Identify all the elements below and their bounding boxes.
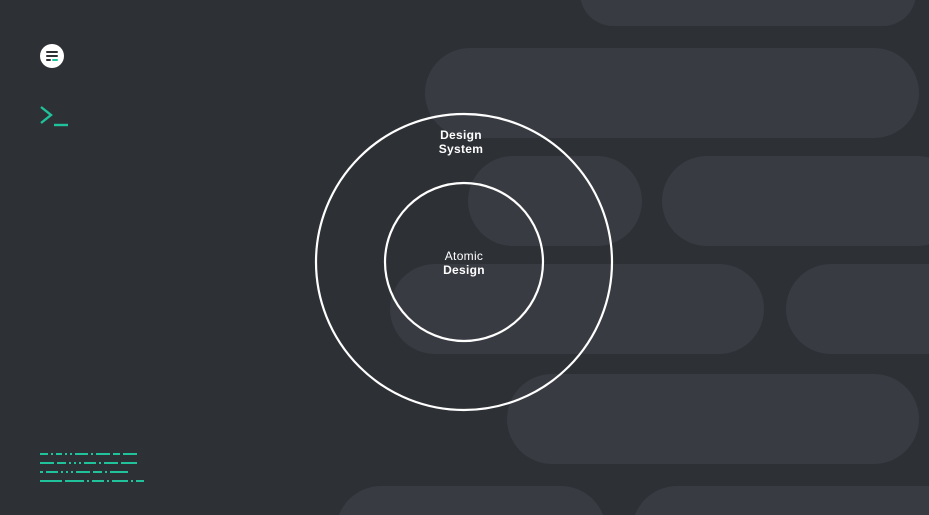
bg-pill bbox=[425, 48, 919, 138]
inner-ring-label: Atomic Design bbox=[404, 249, 524, 277]
bg-pill bbox=[662, 156, 929, 246]
outer-ring-label: Design System bbox=[401, 128, 521, 156]
inner-ring-label-line2: Design bbox=[443, 263, 485, 277]
bg-pill bbox=[390, 264, 764, 354]
bg-pill bbox=[580, 0, 916, 26]
bg-pill bbox=[507, 374, 919, 464]
bg-pill bbox=[468, 156, 642, 246]
dashed-lines-icon bbox=[40, 452, 146, 491]
outer-ring-label-line2: System bbox=[438, 142, 484, 156]
list-lines-icon bbox=[40, 44, 64, 68]
outer-ring-label-line1: Design bbox=[440, 128, 482, 142]
inner-ring bbox=[383, 181, 545, 343]
bg-pill bbox=[786, 264, 929, 354]
bg-pill bbox=[336, 486, 606, 515]
terminal-prompt-icon bbox=[38, 104, 70, 135]
inner-ring-label-line1: Atomic bbox=[444, 249, 484, 263]
bg-pill bbox=[632, 486, 929, 515]
outer-ring bbox=[314, 112, 614, 412]
